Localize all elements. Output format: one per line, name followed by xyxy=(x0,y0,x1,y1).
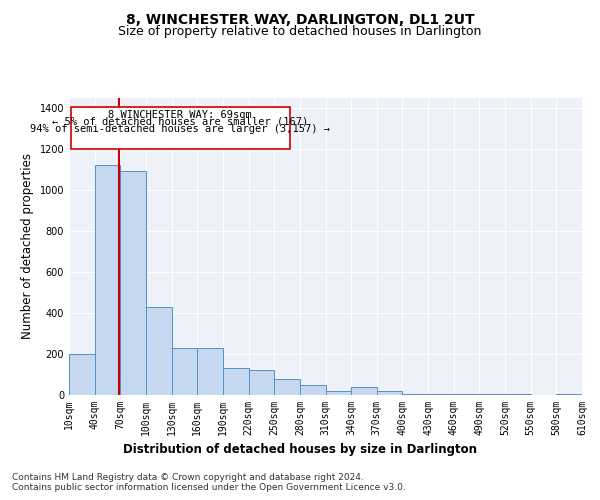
Text: 8, WINCHESTER WAY, DARLINGTON, DL1 2UT: 8, WINCHESTER WAY, DARLINGTON, DL1 2UT xyxy=(125,12,475,26)
Bar xyxy=(454,394,479,395)
Bar xyxy=(223,368,248,395)
Bar xyxy=(325,391,351,395)
Bar xyxy=(248,370,274,395)
Text: 8 WINCHESTER WAY: 69sqm: 8 WINCHESTER WAY: 69sqm xyxy=(108,110,252,120)
Bar xyxy=(146,307,172,395)
Bar xyxy=(69,354,95,395)
Bar xyxy=(197,348,223,395)
Bar xyxy=(428,394,454,395)
Bar xyxy=(300,384,325,395)
Bar xyxy=(479,394,505,395)
Text: Contains HM Land Registry data © Crown copyright and database right 2024.: Contains HM Land Registry data © Crown c… xyxy=(12,472,364,482)
FancyBboxPatch shape xyxy=(71,106,290,149)
Bar xyxy=(274,378,300,395)
Bar xyxy=(172,348,197,395)
Text: Contains public sector information licensed under the Open Government Licence v3: Contains public sector information licen… xyxy=(12,484,406,492)
Bar xyxy=(351,387,377,395)
Bar xyxy=(505,394,531,395)
Bar xyxy=(95,165,121,395)
Text: 94% of semi-detached houses are larger (3,157) →: 94% of semi-detached houses are larger (… xyxy=(30,124,330,134)
Text: ← 5% of detached houses are smaller (167): ← 5% of detached houses are smaller (167… xyxy=(52,117,308,127)
Text: Size of property relative to detached houses in Darlington: Size of property relative to detached ho… xyxy=(118,25,482,38)
Y-axis label: Number of detached properties: Number of detached properties xyxy=(21,153,34,340)
Text: Distribution of detached houses by size in Darlington: Distribution of detached houses by size … xyxy=(123,442,477,456)
Bar xyxy=(121,172,146,395)
Bar xyxy=(556,394,582,395)
Bar xyxy=(403,394,428,395)
Bar xyxy=(377,391,403,395)
